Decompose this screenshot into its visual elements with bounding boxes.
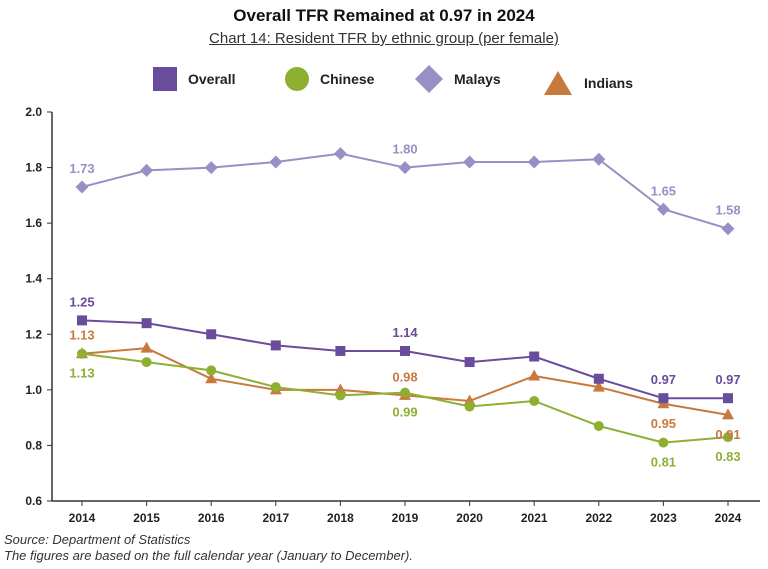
- data-point-malays: [592, 152, 606, 166]
- data-point-malays: [140, 163, 154, 177]
- legend-marker-circle: [285, 67, 309, 91]
- footnote-line: The figures are based on the full calend…: [4, 548, 413, 563]
- data-point-overall: [658, 393, 669, 404]
- data-point-chinese: [77, 348, 87, 359]
- legend-label-overall: Overall: [188, 71, 236, 87]
- data-point-malays: [333, 147, 347, 161]
- data-point-overall: [141, 318, 152, 329]
- data-point-chinese: [658, 437, 669, 448]
- data-point-indians: [205, 372, 218, 384]
- data-label-chinese: 0.83: [715, 449, 740, 464]
- data-point-indians: [528, 369, 541, 381]
- data-point-overall: [400, 345, 410, 356]
- x-tick-label: 2014: [69, 511, 96, 525]
- data-label-indians: 0.95: [651, 416, 676, 431]
- legend-item-malays: Malays: [414, 62, 501, 96]
- data-label-malays: 1.65: [651, 183, 676, 198]
- y-tick-label: 1.4: [25, 272, 42, 286]
- data-point-chinese: [723, 432, 733, 443]
- x-tick-label: 2024: [715, 511, 742, 525]
- chart-axes: 0.6 0.8 1.0 1.2 1.4 1.6 1.8 2.0 2014 2015 2016 2017…: [25, 105, 760, 525]
- data-point-chinese: [206, 365, 217, 376]
- chart-subtitle: Chart 14: Resident TFR by ethnic group (…: [209, 30, 559, 47]
- x-tick-label: 2023: [650, 511, 677, 525]
- data-point-indians: [140, 341, 153, 353]
- legend-marker-triangle: [544, 71, 572, 95]
- y-tick-label: 1.6: [25, 216, 42, 230]
- data-point-malays: [269, 155, 283, 169]
- data-label-indians: 0.98: [392, 369, 417, 384]
- data-label-chinese: 1.13: [69, 366, 94, 381]
- data-point-malays: [527, 155, 541, 169]
- data-point-overall: [77, 315, 87, 326]
- data-label-overall: 1.25: [69, 294, 94, 309]
- x-tick-label: 2018: [327, 511, 354, 525]
- line-chart: 0.6 0.8 1.0 1.2 1.4 1.6 1.8 2.0 2014 2015 2016 2017…: [25, 105, 760, 525]
- data-point-chinese: [464, 401, 475, 412]
- chart-plot-area: 1.73 1.80 1.65 1.58 1.25 1.14 0.97 0.97 1.13 0.98…: [69, 142, 740, 470]
- data-label-overall: 1.14: [392, 325, 418, 340]
- data-point-malays: [204, 161, 218, 175]
- data-point-overall: [529, 351, 540, 362]
- data-point-indians: [722, 408, 734, 420]
- data-point-chinese: [400, 387, 410, 398]
- legend-label-indians: Indians: [584, 75, 634, 91]
- x-tick-label: 2020: [456, 511, 483, 525]
- y-tick-label: 1.8: [25, 161, 42, 175]
- x-tick-label: 2022: [585, 511, 612, 525]
- x-tick-label: 2017: [262, 511, 289, 525]
- y-tick-label: 2.0: [25, 105, 42, 119]
- chart-title: Overall TFR Remained at 0.97 in 2024: [233, 6, 535, 25]
- data-label-indians: 0.91: [715, 427, 740, 442]
- data-label-malays: 1.73: [69, 161, 94, 176]
- x-tick-label: 2015: [133, 511, 160, 525]
- data-label-overall: 0.97: [715, 372, 740, 387]
- data-point-overall: [723, 393, 733, 404]
- data-label-chinese: 0.81: [651, 455, 676, 470]
- data-point-malays: [463, 155, 477, 169]
- data-point-chinese: [270, 382, 281, 393]
- legend-item-overall: Overall: [152, 62, 235, 96]
- legend-label-chinese: Chinese: [320, 71, 375, 87]
- x-tick-label: 2016: [198, 511, 225, 525]
- y-tick-label: 1.0: [25, 383, 42, 397]
- data-point-overall: [593, 373, 604, 384]
- legend-item-chinese: Chinese: [284, 62, 374, 96]
- source-note: Source: Department of Statistics The fig…: [4, 532, 413, 564]
- source-line: Source: Department of Statistics: [4, 532, 191, 547]
- data-point-malays: [75, 180, 89, 194]
- chart-legend: Overall Chinese Malays Indians: [0, 62, 768, 96]
- data-label-indians: 1.13: [69, 328, 94, 343]
- data-point-overall: [206, 329, 217, 340]
- x-tick-label: 2021: [521, 511, 548, 525]
- data-point-overall: [270, 340, 281, 351]
- data-label-chinese: 0.99: [392, 405, 417, 420]
- legend-label-malays: Malays: [454, 71, 501, 87]
- data-label-malays: 1.58: [715, 203, 740, 218]
- y-tick-label: 0.6: [25, 494, 42, 508]
- data-point-malays: [721, 222, 735, 236]
- data-point-chinese: [335, 390, 346, 401]
- legend-item-indians: Indians: [542, 66, 633, 100]
- data-point-malays: [398, 161, 412, 175]
- legend-marker-diamond: [415, 65, 443, 93]
- data-point-chinese: [529, 395, 540, 406]
- x-tick-label: 2019: [392, 511, 419, 525]
- data-point-indians: [592, 380, 605, 392]
- y-tick-label: 1.2: [25, 327, 42, 341]
- data-label-overall: 0.97: [651, 372, 676, 387]
- data-point-overall: [464, 357, 475, 368]
- data-point-overall: [335, 345, 346, 356]
- data-point-chinese: [141, 357, 152, 368]
- data-point-malays: [656, 202, 670, 216]
- data-label-malays: 1.80: [392, 142, 417, 157]
- y-tick-label: 0.8: [25, 438, 42, 452]
- legend-marker-square: [153, 67, 177, 91]
- data-point-chinese: [593, 420, 604, 431]
